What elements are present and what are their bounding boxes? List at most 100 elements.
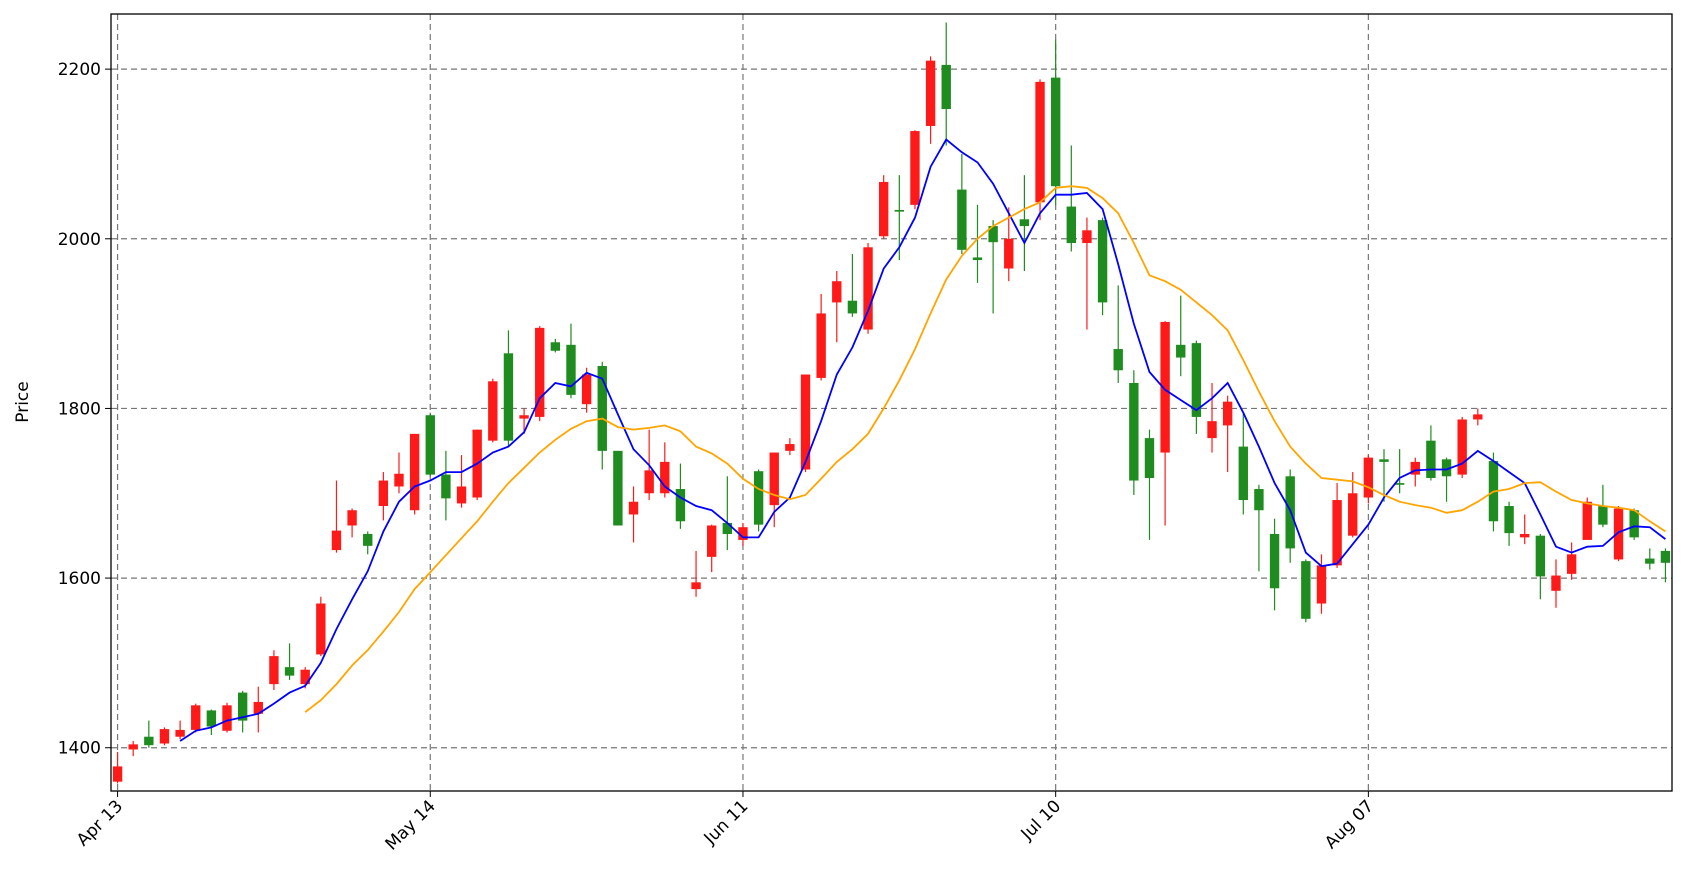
candle-body xyxy=(112,766,123,782)
candle-body xyxy=(128,744,138,750)
candle-body xyxy=(628,501,639,515)
moving-average-line xyxy=(179,138,1666,742)
candle-body xyxy=(972,257,983,260)
candle-body xyxy=(816,313,826,378)
candle-body xyxy=(1426,440,1436,478)
candle-body xyxy=(1504,505,1514,534)
candle-body xyxy=(878,181,889,237)
candle-body xyxy=(988,226,998,243)
candle-body xyxy=(785,444,795,451)
y-tick-label: 2000 xyxy=(58,230,101,250)
candle-body xyxy=(1332,500,1342,566)
candle-body xyxy=(1176,344,1186,358)
candle-body xyxy=(535,327,545,417)
candle-body xyxy=(1566,554,1577,574)
candle-body xyxy=(894,209,905,212)
candle-body xyxy=(1551,575,1561,591)
candle-body xyxy=(1457,419,1467,475)
x-tick-label: Aug 07 xyxy=(1321,796,1378,853)
candle-body xyxy=(1082,230,1092,244)
candle-body xyxy=(394,473,404,487)
candle-body xyxy=(1316,565,1327,604)
candle-body xyxy=(409,433,420,511)
candle-body xyxy=(800,374,811,470)
candle-body xyxy=(925,60,936,126)
candle-body xyxy=(300,669,310,685)
candle-body xyxy=(613,450,623,526)
candle-body xyxy=(1645,558,1655,564)
candle-body xyxy=(253,701,263,714)
candle-body xyxy=(1222,401,1233,426)
candle-body xyxy=(847,300,858,314)
candle-body xyxy=(1535,535,1546,577)
x-tick-label: Jun 11 xyxy=(700,796,753,849)
candle-body xyxy=(488,381,498,441)
candle-body xyxy=(191,705,201,730)
candle-body xyxy=(1473,414,1483,420)
y-axis-label: Price xyxy=(13,381,33,422)
candle-body xyxy=(1301,561,1311,619)
plot-frame xyxy=(110,13,1673,792)
candle-body xyxy=(1004,238,1014,269)
candle-body xyxy=(222,705,232,731)
candle-body xyxy=(1207,421,1217,439)
candle-body xyxy=(441,474,451,499)
candle-body xyxy=(1129,382,1139,481)
candle-body xyxy=(503,353,514,441)
candle-body xyxy=(1394,483,1405,485)
candle-body xyxy=(707,525,717,557)
y-tick-label: 1400 xyxy=(58,739,101,759)
x-tick-label: May 14 xyxy=(382,796,440,854)
candle-body xyxy=(738,527,748,540)
candle-body xyxy=(1629,510,1639,538)
candle-body xyxy=(1050,77,1061,187)
candle-body xyxy=(691,582,701,590)
candle-body xyxy=(1160,321,1170,453)
candle-body xyxy=(1520,533,1530,538)
candle-body xyxy=(550,342,561,351)
candle-body xyxy=(832,281,842,303)
candle-body xyxy=(237,692,248,721)
candle-body xyxy=(566,344,576,395)
candle-body xyxy=(1363,457,1374,498)
candle-body xyxy=(1598,505,1608,525)
candle-body xyxy=(519,415,529,419)
y-tick-label: 1600 xyxy=(58,569,101,589)
candle-body xyxy=(1379,459,1389,462)
candle-body xyxy=(1613,508,1624,560)
candle-body xyxy=(316,603,326,655)
candle-body xyxy=(863,247,873,330)
candle-body xyxy=(1019,219,1030,227)
x-tick-label: Jul 10 xyxy=(1017,796,1065,844)
candle-body xyxy=(581,374,592,405)
candle-body xyxy=(1269,533,1280,589)
candle-body xyxy=(1097,220,1108,303)
candle-body xyxy=(1113,349,1123,371)
candle-body xyxy=(425,415,435,475)
candle-body xyxy=(1066,206,1076,244)
candle-body xyxy=(769,452,779,506)
candle-body xyxy=(660,461,670,494)
candle-body xyxy=(1144,438,1155,478)
candle-body xyxy=(1410,461,1420,475)
moving-average-line xyxy=(304,185,1666,713)
candle-body xyxy=(175,729,185,737)
candle-body xyxy=(144,736,154,746)
candle-body xyxy=(753,471,764,525)
candle-body xyxy=(1441,459,1452,477)
candle-body xyxy=(644,470,654,494)
candle-body xyxy=(284,667,295,676)
candle-body xyxy=(456,486,467,504)
candle-body xyxy=(159,729,170,744)
candle-body xyxy=(1660,550,1671,563)
candle-body xyxy=(941,64,951,110)
candle-body xyxy=(957,189,967,250)
candle-body xyxy=(363,533,373,546)
candle-body xyxy=(269,656,279,685)
candle-body xyxy=(1191,343,1202,417)
y-tick-label: 1800 xyxy=(58,399,101,419)
candle-body xyxy=(347,510,357,526)
candle-body xyxy=(1254,489,1264,511)
candle-body xyxy=(1582,501,1592,540)
